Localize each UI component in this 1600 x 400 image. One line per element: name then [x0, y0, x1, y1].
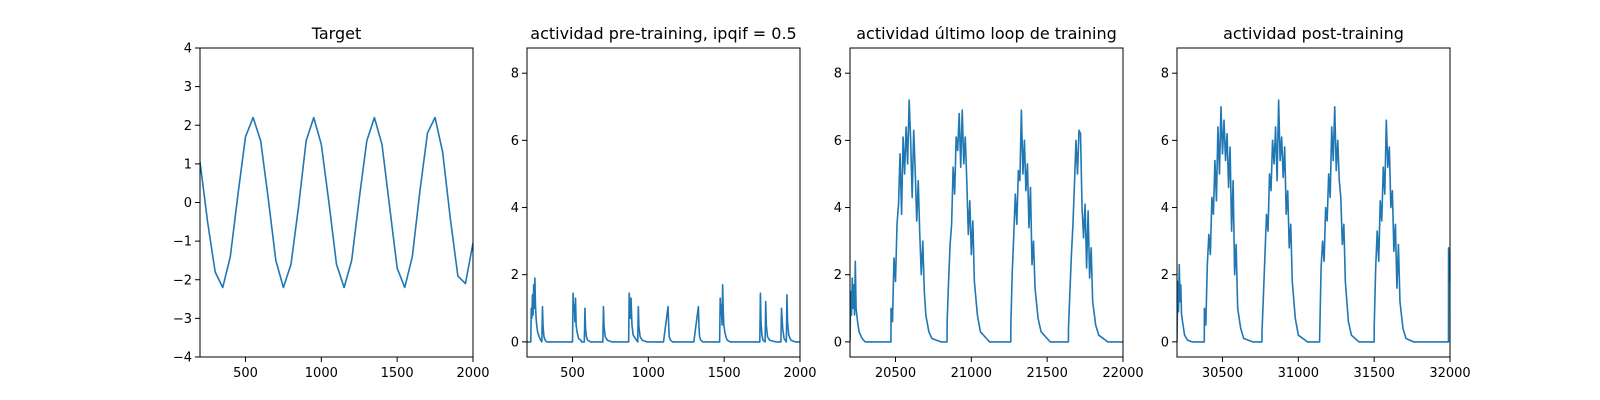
- chart-title: actividad pre-training, ipqif = 0.5: [530, 24, 796, 43]
- chart-panel-2: 20500 21000 21500 22000 0 2 4 6 8 actividad últim…: [834, 24, 1144, 381]
- y-tick-label: 4: [834, 201, 842, 216]
- axes-frame: [849, 47, 1124, 358]
- chart-panel-0: 500 1000 1500 2000 −4 −3 −2 −1 0 1 2 3 4 Target: [173, 24, 490, 381]
- x-tick-label: 21000: [951, 366, 992, 381]
- y-tick-label: 8: [1161, 67, 1169, 82]
- y-tick-label: −2: [173, 273, 192, 288]
- x-tick-label: 500: [560, 366, 585, 381]
- x-tick-label: 21500: [1026, 366, 1067, 381]
- x-tick-label: 32000: [1429, 366, 1470, 381]
- y-tick-label: 3: [184, 80, 192, 95]
- y-tick-label: 4: [184, 42, 192, 57]
- axes-frame: [199, 47, 474, 358]
- y-tick-label: 0: [184, 196, 192, 211]
- y-tick-label: 2: [184, 119, 192, 134]
- y-tick-label: 2: [511, 268, 519, 283]
- x-tick-label: 2000: [783, 366, 816, 381]
- y-tick-label: −3: [173, 312, 192, 327]
- x-tick-label: 20500: [875, 366, 916, 381]
- x-tick-label: 1500: [708, 366, 741, 381]
- x-tick-label: 22000: [1102, 366, 1143, 381]
- y-tick-label: −1: [173, 235, 192, 250]
- series-line-3-0: [1177, 99, 1450, 343]
- y-tick-label: 8: [511, 67, 519, 82]
- x-tick-label: 31500: [1353, 366, 1394, 381]
- chart-title: actividad post-training: [1223, 24, 1404, 43]
- axes-frame: [1176, 47, 1451, 358]
- y-tick-label: 2: [1161, 268, 1169, 283]
- x-tick-label: 1500: [381, 366, 414, 381]
- x-tick-label: 500: [233, 366, 258, 381]
- y-tick-label: 0: [1161, 335, 1169, 350]
- y-tick-label: 1: [184, 157, 192, 172]
- y-tick-label: 6: [834, 134, 842, 149]
- x-tick-label: 2000: [456, 366, 489, 381]
- y-tick-label: 6: [1161, 134, 1169, 149]
- x-tick-label: 30500: [1202, 366, 1243, 381]
- y-tick-label: 0: [834, 335, 842, 350]
- axes-frame: [526, 47, 801, 358]
- series-line-2-0: [850, 99, 1123, 343]
- y-tick-label: 6: [511, 134, 519, 149]
- chart-panel-3: 30500 31000 31500 32000 0 2 4 6 8 actividad post-…: [1161, 24, 1471, 381]
- y-tick-label: −4: [173, 351, 192, 366]
- x-tick-label: 1000: [632, 366, 665, 381]
- x-tick-label: 1000: [305, 366, 338, 381]
- y-tick-label: 8: [834, 67, 842, 82]
- y-tick-label: 0: [511, 335, 519, 350]
- series-line-0-0: [200, 116, 473, 289]
- chart-title: actividad último loop de training: [856, 24, 1117, 43]
- y-tick-label: 4: [511, 201, 519, 216]
- chart-panel-1: 500 1000 1500 2000 0 2 4 6 8 actividad pre-traini…: [511, 24, 817, 381]
- y-tick-label: 2: [834, 268, 842, 283]
- chart-title: Target: [311, 24, 362, 43]
- series-line-1-0: [527, 277, 800, 343]
- x-tick-label: 31000: [1278, 366, 1319, 381]
- y-tick-label: 4: [1161, 201, 1169, 216]
